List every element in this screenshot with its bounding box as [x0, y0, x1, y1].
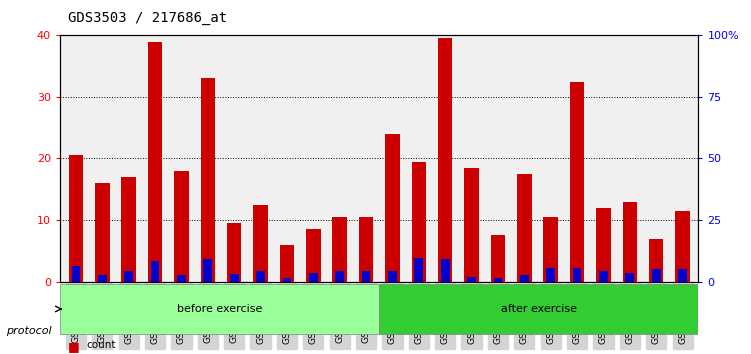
Bar — [336, 270, 344, 281]
Bar — [490, 235, 505, 281]
Bar — [415, 258, 423, 281]
Bar — [151, 261, 159, 281]
Bar — [148, 41, 162, 281]
Text: ■: ■ — [68, 341, 80, 353]
Bar — [464, 168, 479, 281]
Bar — [174, 171, 189, 281]
Bar — [253, 205, 268, 281]
Bar — [675, 211, 690, 281]
Text: before exercise: before exercise — [177, 304, 262, 314]
Bar — [438, 39, 452, 281]
Bar — [573, 268, 581, 281]
FancyBboxPatch shape — [379, 284, 698, 333]
Bar — [204, 259, 212, 281]
Text: GDS3503 / 217686_at: GDS3503 / 217686_at — [68, 11, 227, 25]
Bar — [230, 274, 239, 281]
Bar — [71, 266, 80, 281]
Text: after exercise: after exercise — [501, 304, 577, 314]
Bar — [652, 269, 661, 281]
Bar — [95, 183, 110, 281]
Bar — [623, 201, 637, 281]
Bar — [279, 245, 294, 281]
Bar — [412, 161, 426, 281]
Bar — [125, 270, 133, 281]
Bar — [388, 270, 397, 281]
Bar — [309, 273, 318, 281]
Bar — [467, 277, 476, 281]
Bar — [227, 223, 241, 281]
Bar — [544, 217, 558, 281]
Bar — [98, 275, 107, 281]
Bar — [493, 278, 502, 281]
Bar — [547, 268, 555, 281]
Bar — [678, 269, 687, 281]
Bar — [517, 174, 532, 281]
Text: count: count — [86, 341, 116, 350]
Bar — [256, 270, 265, 281]
Bar — [177, 275, 185, 281]
FancyBboxPatch shape — [60, 284, 379, 333]
Bar — [362, 270, 370, 281]
Bar — [385, 134, 400, 281]
Bar — [570, 81, 584, 281]
Bar — [122, 177, 136, 281]
Bar — [333, 217, 347, 281]
Bar — [520, 275, 529, 281]
Bar — [68, 155, 83, 281]
Bar — [441, 259, 450, 281]
Bar — [201, 79, 215, 281]
Bar — [626, 273, 634, 281]
Bar — [599, 270, 608, 281]
Bar — [649, 239, 663, 281]
Bar — [306, 229, 321, 281]
Text: protocol: protocol — [6, 326, 52, 336]
Bar — [596, 208, 611, 281]
Bar — [282, 278, 291, 281]
Bar — [359, 217, 373, 281]
